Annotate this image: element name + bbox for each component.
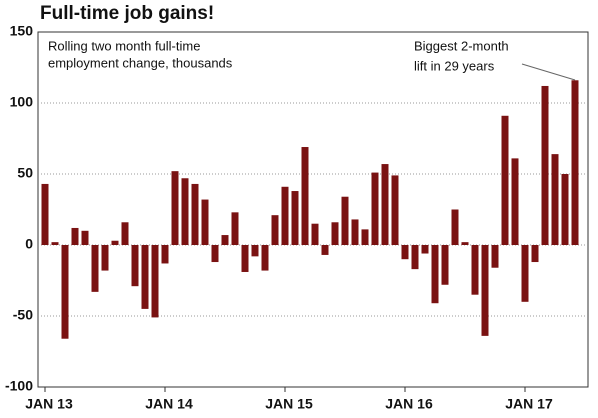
bar — [401, 245, 409, 260]
bar — [471, 245, 479, 295]
subtitle: Rolling two month full-time — [48, 38, 200, 53]
bar — [351, 219, 359, 245]
bar — [211, 245, 219, 263]
bar — [111, 240, 119, 245]
bar — [361, 229, 369, 245]
bar — [191, 183, 199, 245]
x-tick-label: JAN 13 — [25, 396, 73, 412]
bar — [301, 147, 309, 245]
x-tick-label: JAN 15 — [265, 396, 313, 412]
bar — [101, 245, 109, 271]
bar — [201, 199, 209, 245]
bar — [91, 245, 99, 292]
bar — [521, 245, 529, 302]
subtitle: employment change, thousands — [48, 55, 233, 70]
annotation-line — [521, 63, 576, 81]
bar — [171, 171, 179, 245]
bar — [441, 245, 449, 285]
bar — [161, 245, 169, 264]
bar — [481, 245, 489, 336]
y-tick-label: 50 — [17, 165, 33, 181]
bar — [381, 164, 389, 245]
y-tick-label: -50 — [13, 307, 33, 323]
bar — [451, 209, 459, 245]
bar — [81, 230, 89, 245]
bar — [321, 245, 329, 255]
bar — [121, 222, 129, 245]
bar — [311, 223, 319, 245]
bar — [511, 158, 519, 245]
bar — [531, 245, 539, 263]
bar — [221, 235, 229, 245]
bar — [281, 186, 289, 245]
y-tick-label: -100 — [5, 378, 33, 394]
chart-title: Full-time job gains! — [40, 3, 214, 24]
y-tick-label: 150 — [10, 23, 34, 39]
bar — [391, 175, 399, 245]
bar — [371, 172, 379, 245]
bar — [151, 245, 159, 318]
plot-frame — [37, 31, 589, 388]
bar — [181, 178, 189, 245]
bar — [51, 242, 59, 245]
bar — [421, 245, 429, 254]
bar — [291, 191, 299, 245]
y-tick-label: 0 — [25, 236, 33, 252]
bar — [411, 245, 419, 270]
x-tick-label: JAN 14 — [145, 396, 193, 412]
bar — [141, 245, 149, 309]
x-tick-label: JAN 16 — [385, 396, 433, 412]
bar — [71, 227, 79, 245]
bar — [251, 245, 259, 257]
bar — [231, 212, 239, 245]
bar — [131, 245, 139, 287]
bar — [541, 85, 549, 246]
bar — [241, 245, 249, 272]
bar — [461, 242, 469, 245]
bar — [261, 245, 269, 271]
bar — [61, 245, 69, 339]
x-tick-label: JAN 17 — [505, 396, 553, 412]
bar — [551, 154, 559, 245]
annotation: lift in 29 years — [414, 58, 495, 73]
bar — [571, 80, 579, 245]
bar — [431, 245, 439, 304]
bar — [561, 174, 569, 245]
bar — [341, 196, 349, 245]
annotation: Biggest 2-month — [414, 38, 509, 53]
bar — [41, 183, 49, 245]
bar — [271, 215, 279, 245]
bar — [491, 245, 499, 268]
y-tick-label: 100 — [10, 94, 34, 110]
bar — [501, 115, 509, 245]
bar — [331, 222, 339, 245]
